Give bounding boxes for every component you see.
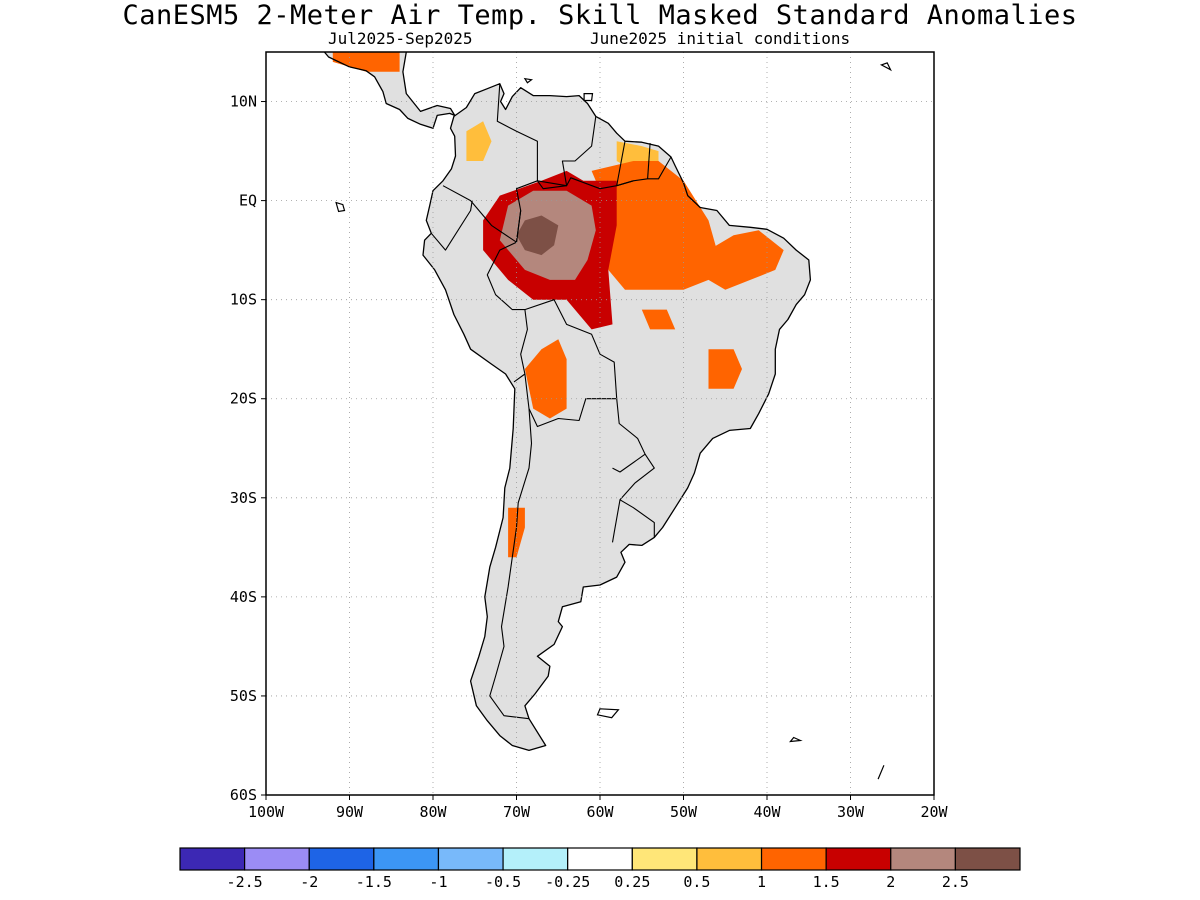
lon-tick-label: 90W [336,803,364,821]
country-border [430,200,473,251]
central-america-coastline [323,52,456,129]
island-outline [523,77,534,84]
island-outline [583,92,594,102]
central-america-land [324,52,455,129]
forecast-period: Jul2025-Sep2025 [328,29,473,48]
island-outline [877,765,885,780]
country-border [442,83,538,243]
colorbar-swatch [631,847,698,871]
chart-title: CanESM5 2-Meter Air Temp. Skill Masked S… [122,0,1078,31]
colorbar-swatch [179,847,246,871]
colorbar-swatch [696,847,763,871]
lon-tick-label: 40W [753,803,781,821]
island-outline [789,736,803,743]
country-border [537,116,597,187]
anomaly-region-piaui-east [708,230,784,290]
lat-tick-label: EQ [239,192,257,210]
country-border [612,398,646,473]
initial-conditions: June2025 initial conditions [590,29,851,48]
lat-tick-label: 20S [230,390,257,408]
colorbar-label: -2.5 [227,873,263,891]
longitude-axis: 100W 90W 80W 70W 60W 50W 40W 30W 20W [248,795,949,821]
lon-tick-label: 50W [670,803,698,821]
colorbar-label: 0.5 [683,873,710,891]
colorbar-swatch [760,847,827,871]
country-border [486,210,528,383]
country-border [536,156,672,190]
lat-tick-label: 10N [230,93,257,111]
colorbar-swatch [954,847,1021,871]
island-outline [596,708,620,719]
colorbar-label: 2 [886,873,895,891]
lat-tick-label: 60S [230,786,257,804]
colorbar-swatch [825,847,892,871]
lon-tick-label: 20W [920,803,948,821]
country-border [489,408,533,720]
colorbar-swatch [890,847,956,871]
colorbar-label: -0.5 [485,873,521,891]
lat-tick-label: 10S [230,291,257,309]
colorbar-swatch [437,847,504,871]
island-outline [879,62,892,72]
lon-tick-label: 60W [586,803,614,821]
island-outline [335,201,346,213]
colorbar-label: -2 [300,873,318,891]
anomaly-region-guiana-east-amazon [591,161,717,290]
south-america-coastline [422,83,812,752]
lat-tick-label: 40S [230,588,257,606]
lon-tick-label: 30W [837,803,865,821]
lon-tick-label: 70W [503,803,531,821]
colorbar-label: 2.5 [942,873,969,891]
colorbar-swatch [308,847,375,871]
colorbar-swatch [567,847,633,871]
anomaly-shading [332,52,784,558]
country-border [611,499,621,543]
latitude-axis: 10N EQ 10S 20S 30S 40S 50S 60S [230,93,266,804]
anomaly-region-central-amazon [516,215,559,256]
anomaly-region-mato-grosso-east [641,309,676,330]
colorbar-label: -1.5 [356,873,392,891]
country-border [647,143,651,179]
colorbar-swatch [373,847,440,871]
colorbar-label: 1 [757,873,766,891]
colorbar-label: 1.5 [813,873,840,891]
lon-tick-label: 80W [419,803,447,821]
colorbar-label: 0.25 [614,873,650,891]
colorbar-swatch [502,847,569,871]
lon-tick-label: 100W [248,803,285,821]
anomaly-region-colombia-north [466,121,492,161]
colorbar-label: -0.25 [545,873,590,891]
colorbar-label: -1 [429,873,447,891]
lat-tick-label: 50S [230,687,257,705]
colorbar: -2.5 -2 -1.5 -1 -0.5 -0.25 0.25 0.5 1 1.5 2 2.5 [179,847,1021,891]
colorbar-swatch [244,847,310,871]
anomaly-region-minas-gerais [708,349,742,389]
anomaly-region-central-america [332,52,400,72]
lat-tick-label: 30S [230,489,257,507]
